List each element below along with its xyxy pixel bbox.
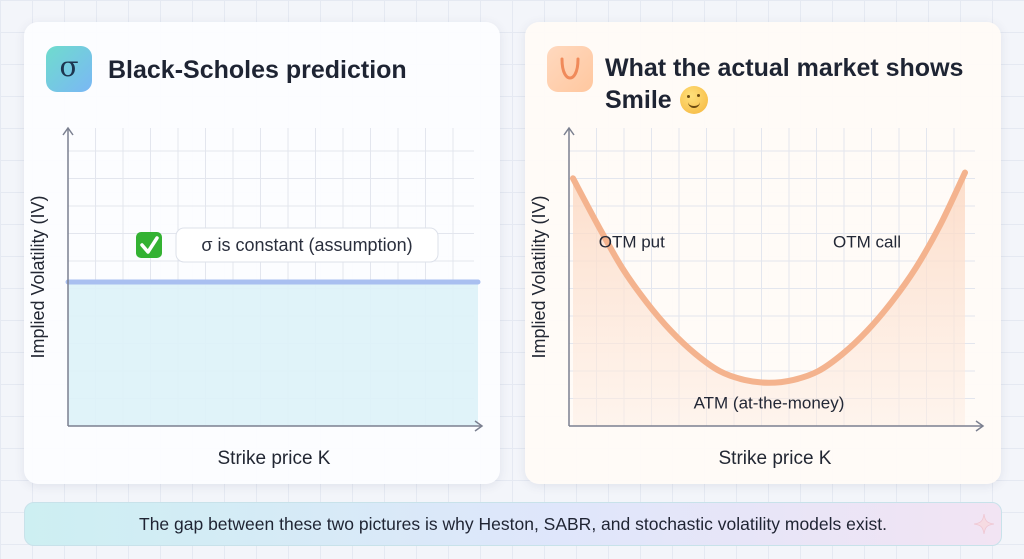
smiling-face-emoji — [679, 86, 708, 114]
callout-text: σ is constant (assumption) — [201, 235, 412, 255]
y-axis-arrow — [563, 126, 575, 136]
market-smile-title: What the actual market shows Smile — [605, 52, 963, 116]
y-axis-arrow — [62, 126, 74, 136]
check-mark-icon-bg — [136, 232, 162, 258]
smile-annotations: OTM put OTM call ATM (at-the-money) — [599, 232, 901, 412]
constant-volatility-chart: σ is constant (assumption) Implied Volat… — [28, 126, 484, 469]
footer-banner: The gap between these two pictures is wh… — [24, 502, 1002, 546]
title-line-2: Smile — [605, 86, 672, 114]
annotation-otm-call: OTM call — [833, 232, 901, 251]
x-axis-arrow — [975, 420, 985, 432]
callout-box — [175, 227, 439, 263]
annotation-atm-at-the-money: ATM (at-the-money) — [694, 394, 845, 413]
x-axis-label: Strike price K — [218, 448, 331, 469]
annotation-otm-put: OTM put — [599, 232, 665, 251]
x-axis-arrow — [474, 420, 484, 432]
smile-curve-icon — [560, 57, 580, 80]
sigma-icon: σ — [59, 50, 79, 83]
smile-fill — [573, 172, 965, 426]
title-line-1: What the actual market shows — [605, 54, 964, 82]
y-axis-label: Implied Volatility (IV) — [529, 195, 549, 358]
sigma-badge: σ — [46, 46, 92, 92]
constant-callout: σ is constant (assumption) — [136, 227, 439, 263]
volatility-smile-chart: OTM put OTM call ATM (at-the-money) Implie… — [529, 126, 985, 469]
chart-axes — [62, 126, 484, 432]
sparkle-icon — [973, 513, 995, 535]
footer-text: The gap between these two pictures is wh… — [139, 513, 887, 534]
y-axis-label: Implied Volatility (IV) — [28, 195, 48, 358]
check-mark-icon — [140, 236, 159, 254]
black-scholes-card: σ Black-Scholes prediction σ is constant… — [24, 22, 500, 484]
x-axis-label: Strike price K — [719, 448, 832, 469]
smile-curve — [570, 169, 968, 386]
black-scholes-title: Black-Scholes prediction — [108, 56, 407, 84]
market-smile-card: What the actual market shows Smile OTM p… — [525, 22, 1001, 484]
smile-badge — [547, 46, 593, 92]
chart-axes — [563, 126, 985, 432]
constant-iv-fill — [68, 282, 478, 426]
